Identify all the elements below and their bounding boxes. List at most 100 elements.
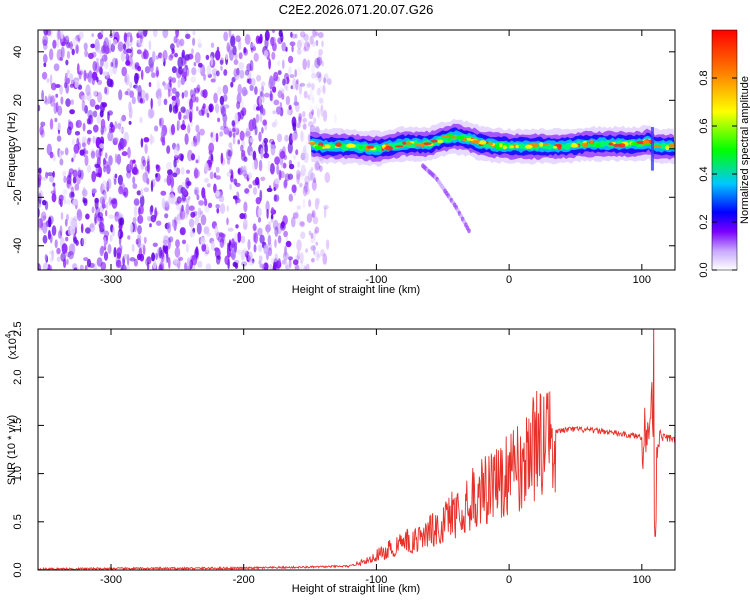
spectrogram-noise-cell [267,247,273,257]
spectrogram-noise-cell [236,249,242,255]
spectrogram-noise-cell [320,249,325,257]
spectrogram-noise-cell [107,131,114,142]
spectrogram-noise-cell [226,42,230,53]
spectrogram-noise-cell [204,177,209,183]
spectrogram-noise-cell [152,242,158,247]
spectrogram-noise-cell [250,151,253,157]
spectrogram-noise-cell [60,150,64,155]
spectrogram-noise-cell [124,91,129,96]
spectrogram-noise-cell [269,75,274,86]
spectrogram-noise-cell [271,141,275,146]
spectrogram-noise-cell [198,62,203,68]
spectrogram-noise-cell [186,169,190,174]
spectrogram-noise-cell [197,38,202,47]
spectrogram-noise-cell [167,88,171,98]
spectrogram-noise-cell [258,131,262,142]
spectrogram-noise-cell [272,261,277,270]
spectrogram-noise-cell [44,254,48,261]
spectrogram-noise-cell [120,51,126,62]
spectrogram-noise-cell [274,178,280,185]
snr-panel: -300 -200 -100 0 100 0.0 0.5 1.0 1.5 2.0 2.5 Heig… [4,321,676,595]
spectrogram-noise-cell [128,101,132,113]
spectrogram-noise-cell [44,200,49,211]
spectrogram-noise-cell [160,190,167,196]
spectrogram-noise-cell [241,149,246,157]
spectrogram-noise-cell [121,66,127,77]
spectrogram-noise-cell [307,170,314,182]
spectrogram-noise-cell [246,63,252,72]
spectrogram-noise-cell [299,169,304,181]
spectrogram-noise-cell [210,55,214,66]
spectrogram-noise-cell [316,253,321,258]
spectrogram-noise-cell [74,79,79,89]
spectrogram-noise-cell [235,35,241,43]
spectrogram-noise-cell [77,84,83,90]
spectrogram-noise-cell [274,156,280,165]
spectrogram-ridge-hotspot [308,142,317,145]
spectrogram-noise-cell [88,262,95,269]
spectrogram-noise-cell [111,198,118,209]
spectrogram-noise-cell [215,70,220,77]
spectrogram-noise-cell [187,149,193,162]
spectrogram-noise-cell [189,98,193,110]
spectrogram-noise-cell [51,95,57,103]
colorbar-tick-label: 0.6 [698,118,710,133]
spectrogram-noise-cell [150,180,154,193]
spectrogram-noise-cell [322,109,328,122]
spectrogram-noise-cell [254,157,258,170]
spectrogram-noise-cell [294,69,298,78]
spectrogram-branch [421,163,471,234]
spectrogram-noise-cell [264,92,270,98]
spectrogram-noise-cell [217,86,222,96]
spectrogram-noise-cell [56,256,61,262]
spectrogram-noise-cell [136,190,142,196]
spectrogram-noise-cell [103,236,107,249]
spectrogram-noise-cell [221,106,227,117]
spectrogram-noise-cell [323,206,327,219]
spectrogram-noise-cell [178,256,184,261]
spectrogram-noise-cell [303,147,309,159]
spectrogram-noise-cell [122,43,126,50]
spectrogram-noise-cell [179,39,183,49]
spectrogram-noise-cell [140,187,143,198]
spectrogram-noise-cell [299,260,304,270]
spectrogram-noise-cell [340,128,345,134]
spectrogram-noise-cell [100,261,107,270]
spectrogram-ridge-hotspot [358,145,364,149]
spectrogram-noise-cell [122,139,127,147]
spectrogram-noise-cell [85,213,90,220]
spectrogram-noise-cell [57,230,63,239]
spectrogram-noise-cell [194,189,198,195]
spectrogram-noise-cell [304,175,310,185]
spectrogram-noise-cell [315,70,320,81]
spectrogram-noise-cell [73,267,78,270]
spectrogram-noise-cell [247,191,250,197]
spectrogram-noise-cell [96,114,102,124]
spectrogram-noise-cell [137,225,142,235]
spectrogram-noise-cell [191,48,194,55]
spectrogram-noise-cell [241,261,248,267]
spectrogram-noise-cell [107,243,112,254]
spectrogram-noise-cell [257,180,260,189]
spectrogram-noise-cell [264,37,269,49]
spectrogram-noise-cell [177,79,181,88]
spectrogram-noise-cell [308,111,314,120]
spectrogram-noise-cell [206,64,212,76]
spectrogram-noise-cell [296,78,299,85]
snr-x-axis: -300 -200 -100 0 100 [100,329,651,586]
spectrogram-noise-cell [187,122,190,135]
spectrogram-noise-cell [240,250,246,261]
spectrogram-noise-cell [173,258,179,265]
spectrogram-noise-cell [186,181,192,186]
spectrogram-noise-cell [297,161,301,168]
spectrogram-noise-cell [70,186,75,195]
spectrogram-noise-cell [65,98,71,107]
spectrogram-noise-cell [288,104,292,110]
spectrogram-noise-cell [150,135,155,144]
spectrogram-noise-cell [200,214,207,226]
spectrogram-noise-cell [290,85,293,90]
spectrogram-noise-cell [217,117,221,123]
spectrogram-noise-cell [79,149,85,156]
spectrogram-noise-cell [219,203,226,214]
spectrogram-noise-cell [268,221,271,229]
